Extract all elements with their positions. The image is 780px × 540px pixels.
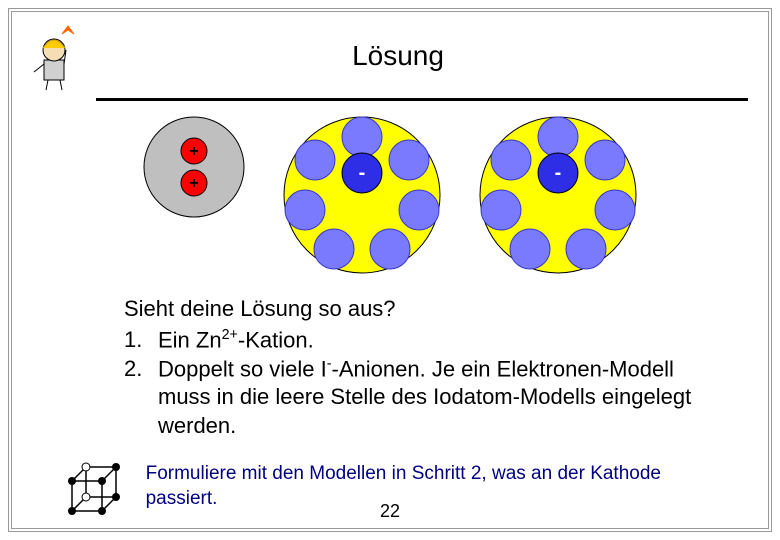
svg-text:-: -	[555, 162, 562, 184]
list-item: 2. Doppelt so viele I--Anionen. Je ein E…	[124, 355, 716, 441]
svg-text:-: -	[359, 162, 366, 184]
list-item: 1. Ein Zn2+-Kation.	[124, 326, 716, 355]
body-text: Sieht deine Lösung so aus? 1. Ein Zn2+-K…	[124, 295, 716, 441]
zinc-cation-model: + +	[142, 115, 246, 219]
slide-frame: Lösung + +	[8, 8, 772, 532]
iodine-anion-model: -	[478, 115, 638, 275]
answer-list: 1. Ein Zn2+-Kation. 2. Doppelt so viele …	[124, 326, 716, 441]
question-text: Sieht deine Lösung so aus?	[124, 295, 716, 324]
title-rule	[96, 98, 748, 101]
title-row: Lösung	[24, 20, 756, 92]
slide-title: Lösung	[100, 40, 756, 72]
thinker-icon	[24, 20, 84, 92]
list-text: Doppelt so viele I--Anionen. Je ein Elek…	[158, 355, 716, 441]
list-number: 2.	[124, 355, 148, 441]
page-number: 22	[12, 501, 768, 522]
models-row: + + -	[24, 115, 756, 275]
iodine-anion-model: -	[282, 115, 442, 275]
list-text: Ein Zn2+-Kation.	[158, 326, 314, 355]
svg-text:+: +	[189, 175, 198, 192]
list-number: 1.	[124, 326, 148, 355]
svg-text:+: +	[189, 143, 198, 160]
